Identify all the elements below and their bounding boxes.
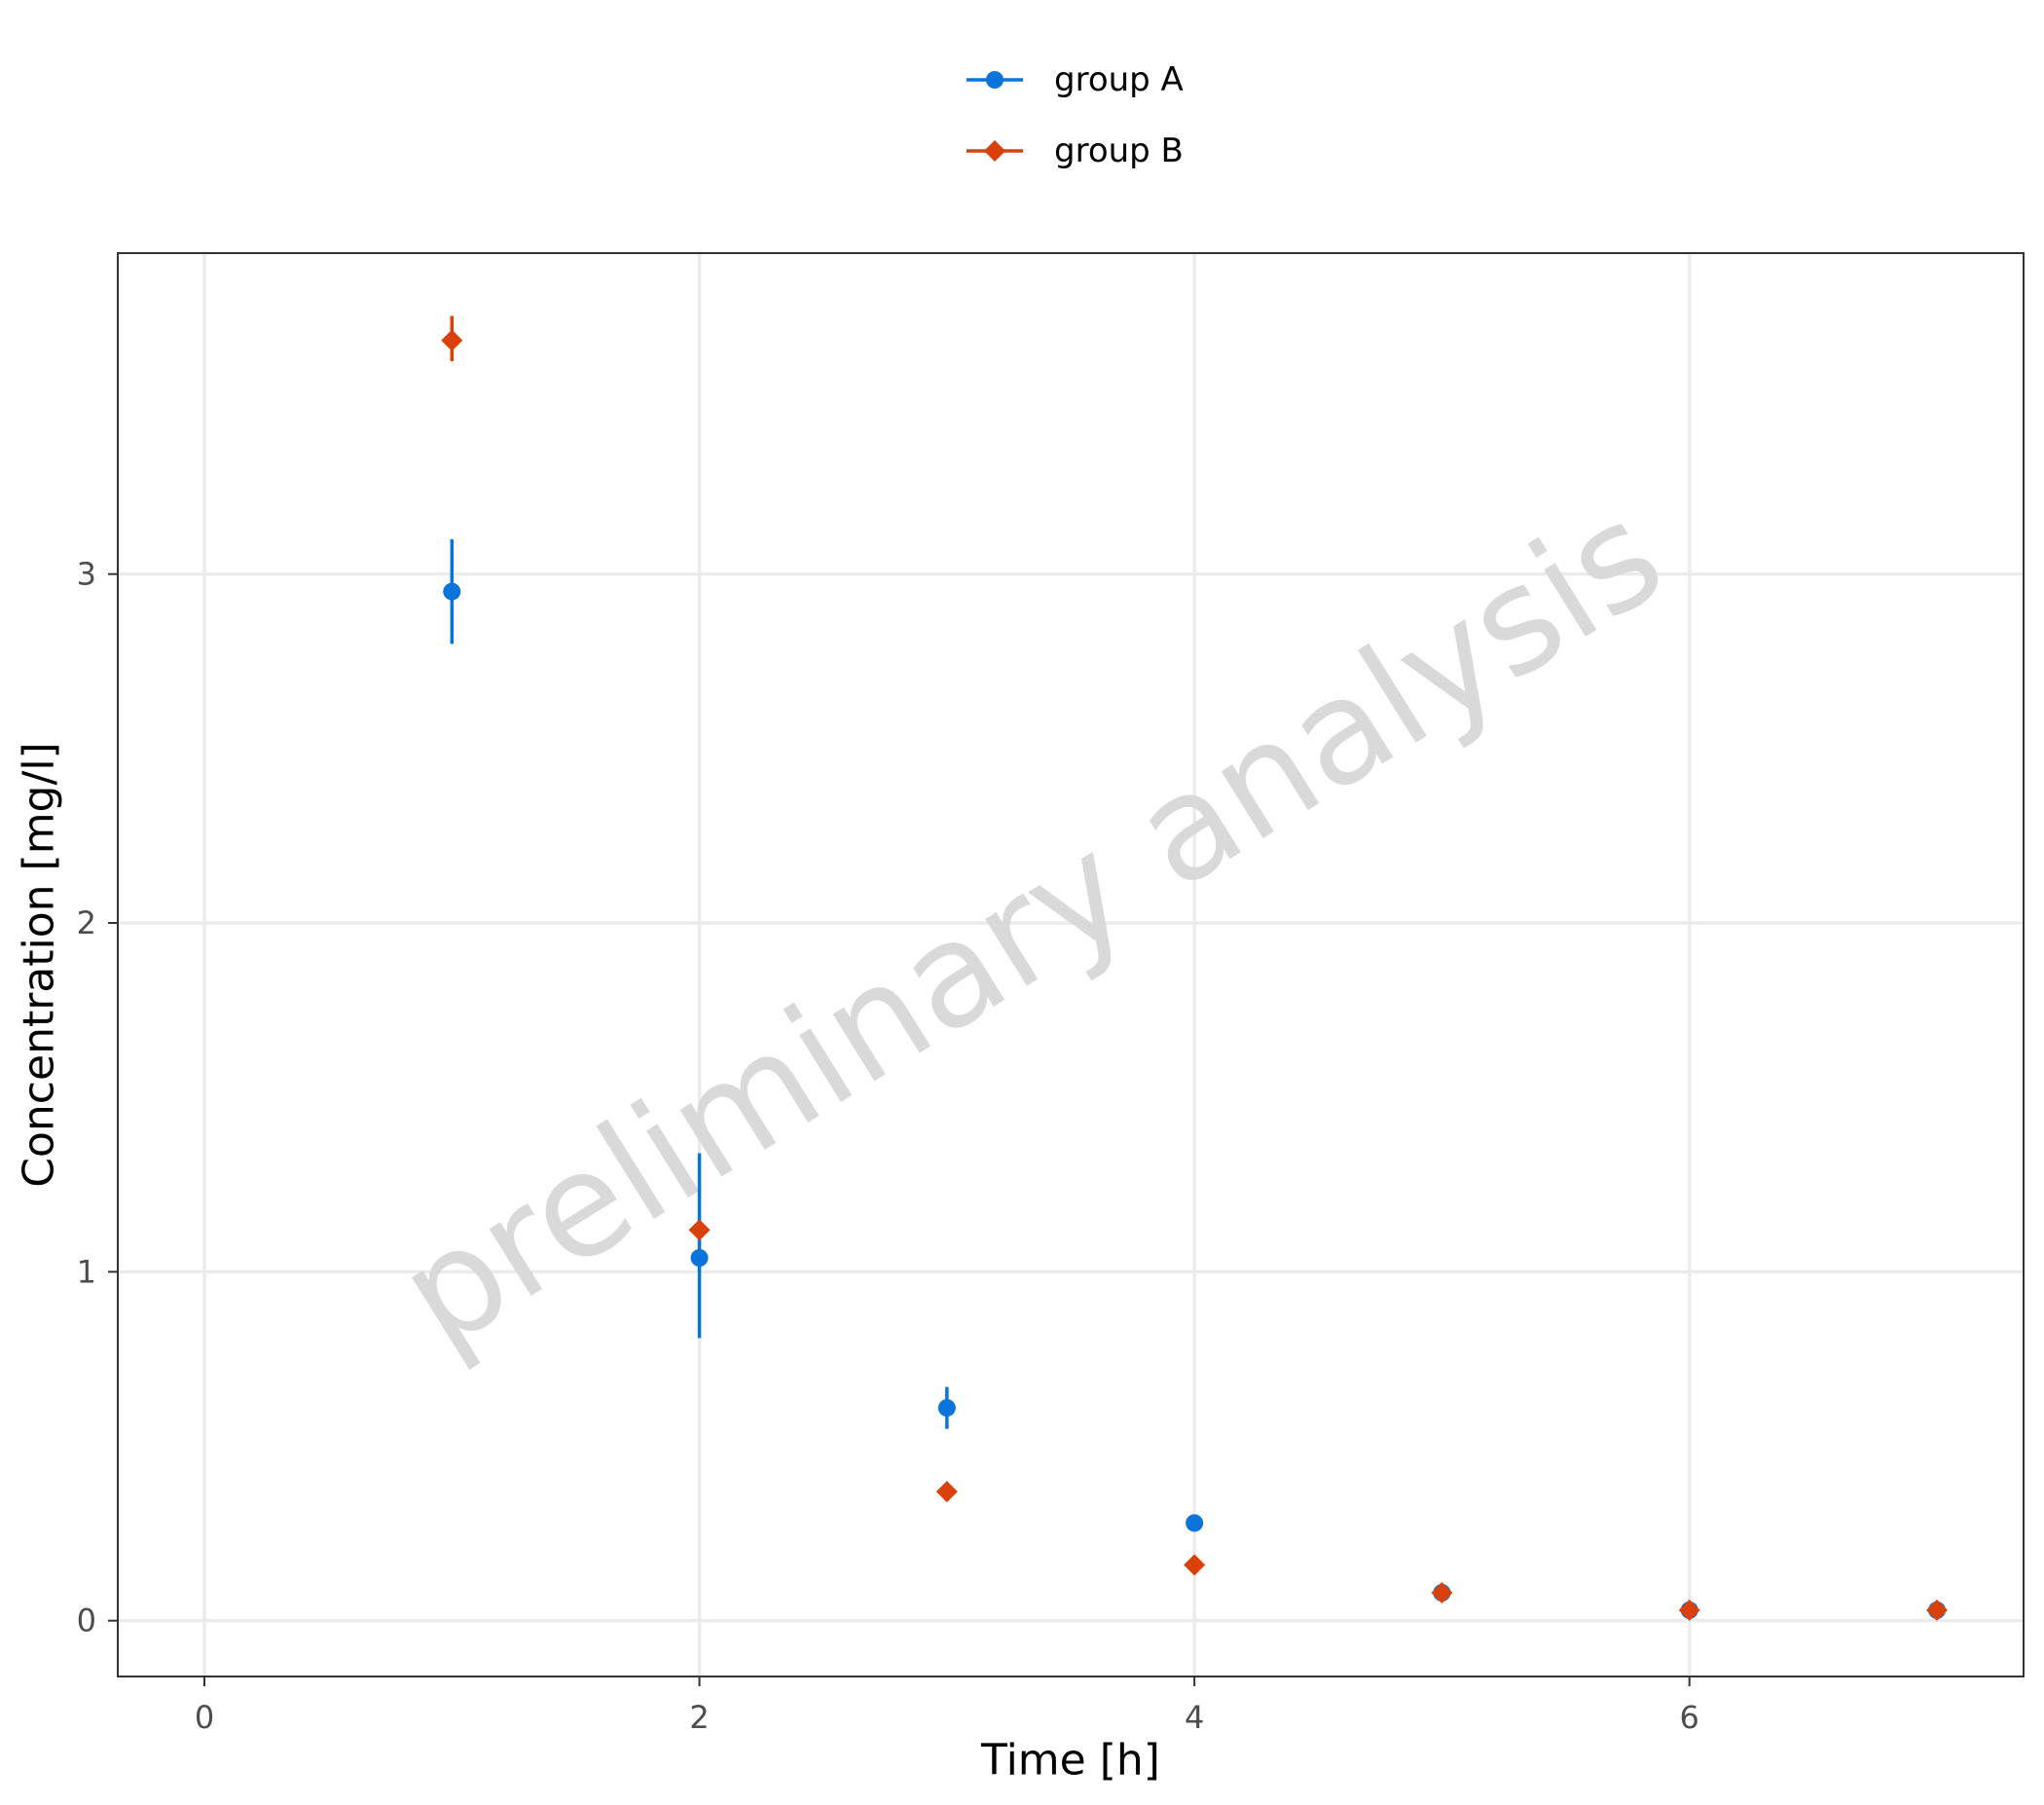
data-point-group-b [688,1219,711,1241]
grid [118,253,2024,1676]
chart-marks [441,315,1948,1621]
legend-entry-group-a: group A [967,60,1184,99]
legend-entry-group-b: group B [967,131,1184,170]
data-point-group-b [1184,1554,1206,1576]
y-tick-label: 0 [77,1602,96,1639]
data-point-group-b [935,1481,958,1503]
legend-marker-group-b [984,140,1005,162]
data-point-group-b [1678,1599,1700,1621]
x-tick-label: 2 [689,1699,709,1736]
legend-label-group-a: group A [1054,60,1184,99]
series-group-b [441,315,1948,1621]
y-tick-label: 3 [77,556,96,593]
y-tick-label: 2 [77,904,96,941]
data-point-group-a [690,1249,709,1267]
x-tick-label: 0 [195,1699,214,1736]
data-point-group-b [441,329,463,351]
y-axis-label: Concentration [mg/l] [15,742,64,1187]
data-point-group-a [443,582,461,601]
data-point-group-b [1431,1582,1453,1603]
x-axis-label: Time [h] [980,1736,1160,1786]
legend: group A group B [967,60,1184,170]
x-tick-label: 6 [1680,1699,1699,1736]
data-point-group-a [1186,1514,1204,1532]
data-point-group-b [1926,1599,1948,1621]
plot-area: preliminary analysis [117,252,2025,1677]
y-tick-label: 1 [77,1253,96,1290]
x-tick-label: 4 [1185,1699,1204,1736]
legend-marker-group-a [986,71,1004,89]
legend-label-group-b: group B [1054,131,1184,170]
plot-background [118,253,2024,1676]
axes: 0 2 4 6 0 1 2 3 [77,556,1699,1736]
plot-border [117,252,2025,1677]
data-point-group-a [937,1399,956,1418]
